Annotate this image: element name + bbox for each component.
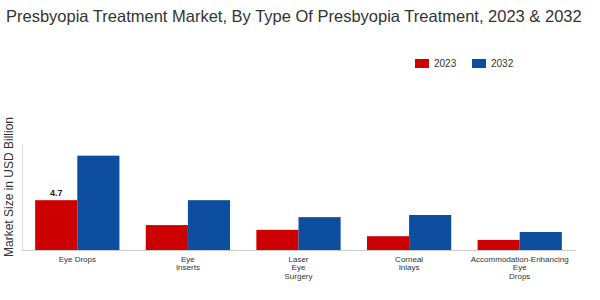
y-axis-line	[22, 145, 23, 251]
x-tick: Eye Drops	[59, 250, 96, 264]
bar	[77, 156, 119, 250]
legend: 2023 2032	[415, 58, 514, 69]
x-tick-label-line: Inlays	[399, 263, 420, 272]
x-tick-label: Accommodation-EnhancingEyeDrops	[471, 255, 569, 282]
bar	[188, 200, 230, 250]
x-axis: Eye DropsEyeInsertsLaserEyeSurgeryCornea…	[23, 250, 576, 281]
x-tick: CornealInlays	[395, 250, 423, 272]
legend-label: 2023	[434, 58, 457, 69]
x-tick-label: Eye Drops	[59, 255, 96, 264]
bar	[409, 215, 451, 250]
x-tick: LaserEyeSurgery	[284, 250, 312, 281]
bar	[478, 240, 520, 250]
chart: Presbyopia Treatment Market, By Type Of …	[0, 0, 600, 300]
title: Presbyopia Treatment Market, By Type Of …	[6, 7, 582, 25]
bar	[299, 217, 341, 250]
y-axis-title: Market Size in USD Billion	[2, 117, 16, 257]
x-tick-label-line: Accommodation-Enhancing	[471, 255, 569, 264]
x-tick-label-line: Laser	[288, 255, 308, 264]
x-tick-label-line: Corneal	[395, 255, 423, 264]
x-tick-label-line: Eye	[181, 255, 195, 264]
x-tick-label: LaserEyeSurgery	[284, 255, 312, 282]
legend-swatch	[472, 59, 486, 68]
x-tick-label-line: Surgery	[284, 272, 312, 281]
bar	[35, 200, 77, 250]
x-tick-label-line: Drops	[509, 272, 530, 281]
data-label: 4.7	[50, 188, 63, 198]
bar	[146, 225, 188, 250]
x-tick: Accommodation-EnhancingEyeDrops	[471, 250, 569, 281]
bars	[35, 156, 562, 250]
legend-swatch	[415, 59, 429, 68]
x-tick-label: EyeInserts	[176, 255, 200, 273]
bar	[520, 232, 562, 250]
x-tick: EyeInserts	[176, 250, 200, 272]
x-tick-label-line: Eye	[513, 263, 527, 272]
legend-label: 2032	[491, 58, 514, 69]
x-tick-label-line: Eye	[292, 263, 306, 272]
bar	[367, 236, 409, 250]
bar	[256, 230, 298, 250]
x-tick-label: CornealInlays	[395, 255, 423, 273]
y-axis	[22, 145, 23, 251]
x-axis-line	[23, 250, 576, 251]
x-tick-label-line: Inserts	[176, 263, 200, 272]
x-tick-label-line: Eye Drops	[59, 255, 96, 264]
